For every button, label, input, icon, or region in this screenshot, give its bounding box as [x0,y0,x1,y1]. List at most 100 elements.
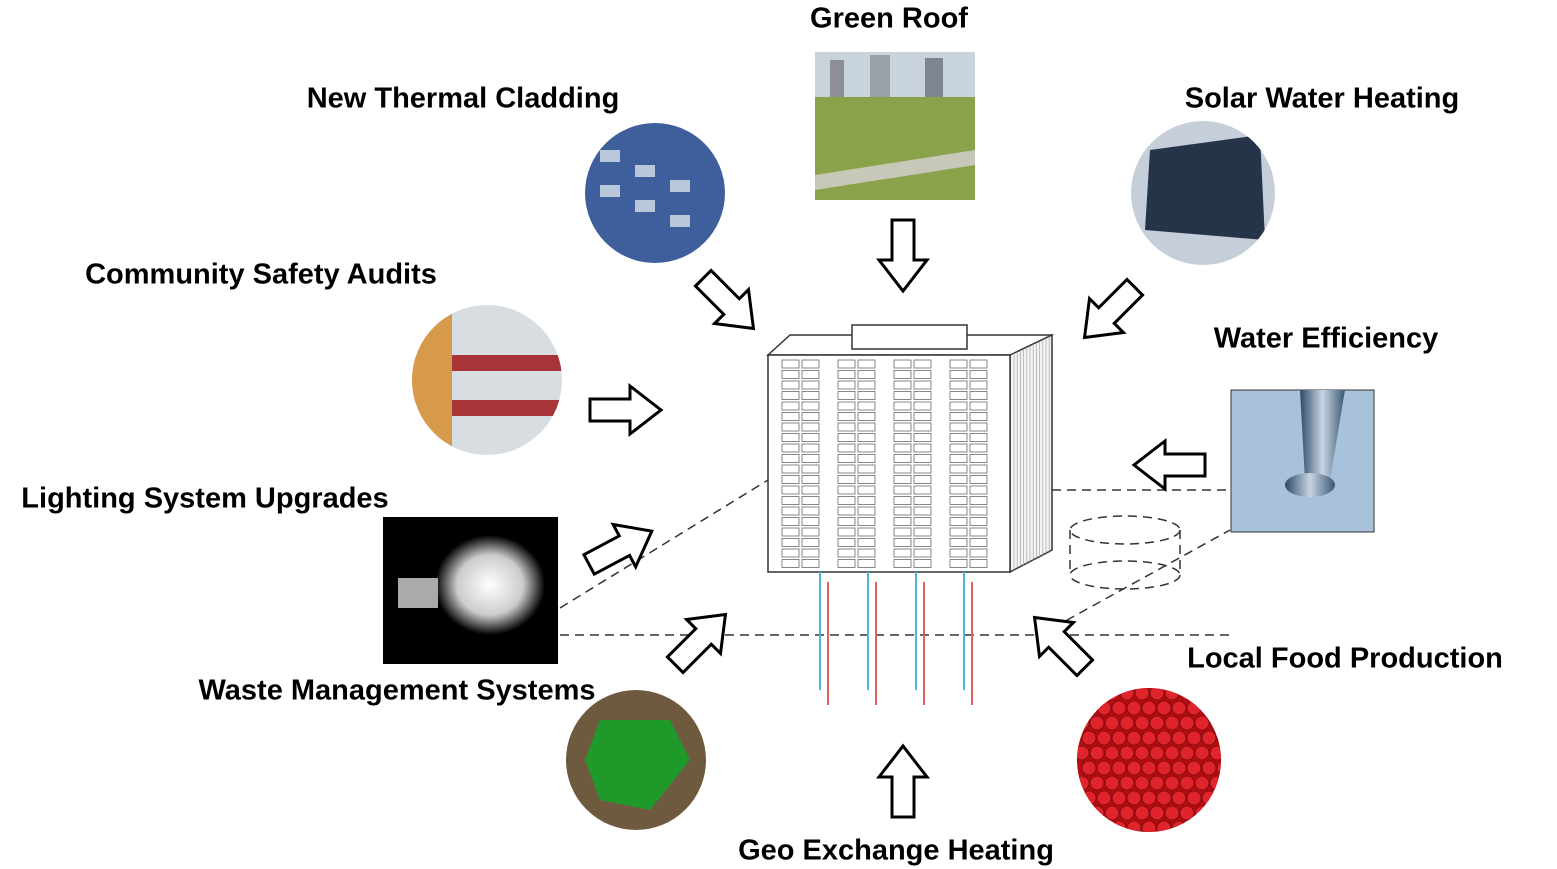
tomato [1156,760,1172,776]
recycle-photo [566,690,706,830]
window [801,559,820,568]
arrow [1066,268,1154,356]
window [837,464,856,474]
window [837,380,856,390]
tomato [1149,805,1165,821]
window [969,370,988,379]
window [969,422,988,432]
tomato [1141,790,1157,806]
arrow [588,384,663,436]
window [801,380,820,390]
window [801,443,820,453]
tomato [1119,745,1135,761]
ground-plane [559,479,1231,636]
tomato [1134,775,1150,791]
tomato [1201,790,1217,806]
window [781,559,800,568]
tomato [1171,730,1187,746]
window [801,433,820,442]
window [801,370,820,379]
tomato [1156,820,1172,832]
window [949,454,968,463]
window [857,548,876,558]
tomato [1126,730,1142,746]
window [857,496,876,505]
window [893,391,912,400]
window [893,412,912,421]
window [781,454,800,463]
window [781,517,800,526]
window [893,464,912,474]
window [893,506,912,516]
window [913,359,932,369]
window [949,464,968,474]
tomato [1104,688,1120,701]
window [969,391,988,400]
solar-photo [1131,121,1275,265]
window [781,370,800,379]
tomato [1179,805,1195,821]
window [969,401,988,411]
tomato [1164,715,1180,731]
tomato [1077,805,1090,821]
window [949,559,968,568]
tomato [1104,805,1120,821]
node-label: Waste Management Systems [198,675,595,707]
window [857,433,876,442]
tomato [1179,775,1195,791]
window [969,412,988,421]
green-roof-photo [815,52,975,200]
window [857,527,876,537]
tomato [1194,715,1210,731]
tomato [1134,805,1150,821]
window [801,548,820,558]
tomato [1179,715,1195,731]
window [781,506,800,516]
tomato [1096,760,1112,776]
safety-photo [412,305,562,455]
window [857,475,876,484]
window [913,464,932,474]
tomato [1089,775,1105,791]
tomato [1126,700,1142,716]
window [801,401,820,411]
window [857,401,876,411]
tomato [1164,775,1180,791]
tomato [1186,700,1202,716]
window [837,475,856,484]
window [837,548,856,558]
window [913,538,932,547]
tomato [1141,760,1157,776]
tomato [1194,745,1210,761]
window [893,380,912,390]
window [893,496,912,505]
window [969,527,988,537]
tomato [1134,688,1150,701]
tomato [1186,820,1202,832]
tomato [1209,745,1221,761]
window [893,454,912,463]
window [949,412,968,421]
window [913,422,932,432]
arrow [877,218,929,293]
window [801,391,820,400]
tomato [1171,790,1187,806]
window [857,517,876,526]
window [857,359,876,369]
tomato [1209,688,1221,701]
window [969,359,988,369]
tomato [1141,700,1157,716]
window [913,475,932,484]
window [857,391,876,400]
window [949,433,968,442]
window [781,496,800,505]
arrow [1132,439,1207,491]
window [913,485,932,495]
tomato [1104,745,1120,761]
window [969,485,988,495]
window [857,464,876,474]
tomato [1186,790,1202,806]
window [857,380,876,390]
window [913,527,932,537]
window [837,391,856,400]
